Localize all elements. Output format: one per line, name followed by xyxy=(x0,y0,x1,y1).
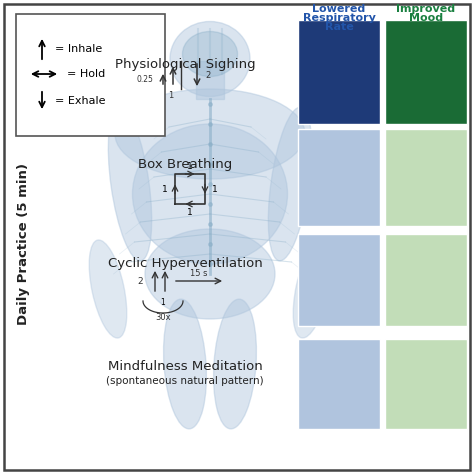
Text: 15 s: 15 s xyxy=(190,270,208,279)
Ellipse shape xyxy=(164,299,207,429)
FancyBboxPatch shape xyxy=(16,14,165,136)
Text: Lowered: Lowered xyxy=(312,4,365,14)
Text: (spontaneous natural pattern): (spontaneous natural pattern) xyxy=(106,376,264,386)
Text: 2: 2 xyxy=(137,276,143,285)
Bar xyxy=(298,234,380,326)
Text: Physiological Sighing: Physiological Sighing xyxy=(115,57,255,71)
Ellipse shape xyxy=(182,31,237,76)
Ellipse shape xyxy=(133,124,288,264)
Text: Mindfulness Meditation: Mindfulness Meditation xyxy=(108,359,263,373)
Bar xyxy=(298,20,380,124)
Text: 1: 1 xyxy=(212,184,218,193)
Text: Rate: Rate xyxy=(325,22,354,32)
Text: Respiratory: Respiratory xyxy=(302,13,375,23)
Text: Mood: Mood xyxy=(409,13,443,23)
Bar xyxy=(298,339,380,429)
Bar xyxy=(385,20,467,124)
Ellipse shape xyxy=(89,240,127,338)
Text: 1: 1 xyxy=(162,184,168,193)
Ellipse shape xyxy=(115,89,305,179)
Text: = Exhale: = Exhale xyxy=(55,96,106,106)
Text: Improved: Improved xyxy=(396,4,456,14)
Text: 1: 1 xyxy=(187,162,193,171)
Text: Cyclic Hyperventilation: Cyclic Hyperventilation xyxy=(108,257,263,271)
Bar xyxy=(196,61,224,99)
Ellipse shape xyxy=(145,229,275,319)
Text: 1: 1 xyxy=(168,91,173,100)
Text: 0.25: 0.25 xyxy=(136,74,153,83)
Bar xyxy=(385,339,467,429)
Ellipse shape xyxy=(109,107,152,261)
Bar xyxy=(298,129,380,226)
Text: = Inhale: = Inhale xyxy=(55,44,102,54)
Bar xyxy=(385,129,467,226)
Bar xyxy=(385,234,467,326)
Ellipse shape xyxy=(170,21,250,97)
Text: = Hold: = Hold xyxy=(67,69,105,79)
Ellipse shape xyxy=(293,240,331,338)
Text: 1: 1 xyxy=(187,208,193,217)
Ellipse shape xyxy=(214,299,256,429)
Ellipse shape xyxy=(268,107,312,261)
Text: Box Breathing: Box Breathing xyxy=(138,157,232,171)
Text: Daily Practice (5 min): Daily Practice (5 min) xyxy=(18,163,30,325)
Text: 1: 1 xyxy=(161,298,165,307)
Text: 30x: 30x xyxy=(155,313,171,322)
Text: 2: 2 xyxy=(205,71,210,80)
